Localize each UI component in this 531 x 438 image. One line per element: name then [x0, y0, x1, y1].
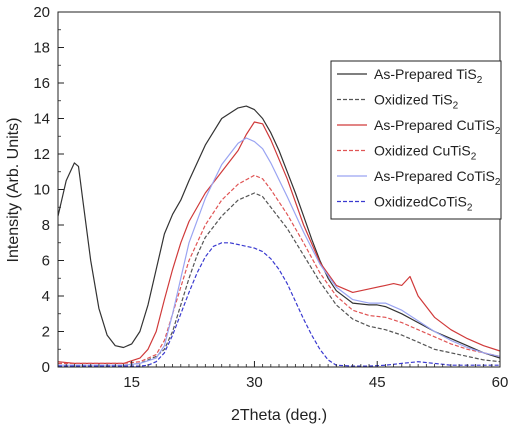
- legend-label-3: As-Prepared CuTiS2: [374, 117, 501, 137]
- series-line-3: [57, 121, 501, 364]
- y-tick-label: 10: [33, 182, 50, 199]
- y-tick-label: 14: [33, 111, 50, 128]
- legend-label-1: As-Prepared TiS2: [374, 66, 483, 86]
- legend-label-2: Oxidized TiS2: [374, 92, 459, 112]
- series-line-4: [58, 174, 501, 364]
- y-tick-label: 4: [42, 288, 50, 305]
- legend: As-Prepared TiS2 Oxidized TiS2 As-Prepared…: [330, 60, 502, 220]
- legend-label-4: Oxidized CuTiS2: [374, 143, 477, 163]
- y-axis-ticks: 0 2 4 6 8 10 12 14 16 18 20: [33, 4, 64, 376]
- y-tick-label: 2: [42, 324, 50, 341]
- x-axis-ticks: 15 30 45 60: [57, 361, 509, 391]
- legend-box: [330, 60, 502, 220]
- x-tick-label: 45: [369, 374, 386, 391]
- y-tick-label: 6: [42, 253, 50, 270]
- y-axis-label: Intensity (Arb. Units): [5, 118, 22, 263]
- legend-label-5: As-Prepared CoTiS2: [374, 168, 501, 188]
- x-tick-label: 60: [492, 374, 509, 391]
- y-tick-label: 18: [33, 40, 50, 57]
- y-tick-label: 8: [42, 217, 50, 234]
- series-line-1: [57, 105, 501, 359]
- y-tick-label: 16: [33, 75, 50, 92]
- y-tick-label: 0: [42, 359, 50, 376]
- legend-label-6: OxidizedCoTiS2: [374, 194, 473, 214]
- y-tick-label: 20: [33, 4, 50, 21]
- x-tick-label: 15: [123, 374, 140, 391]
- y-tick-label: 12: [33, 146, 50, 163]
- x-axis-label: 2Theta (deg.): [231, 407, 327, 424]
- x-tick-label: 30: [246, 374, 263, 391]
- series-line-5: [58, 137, 501, 366]
